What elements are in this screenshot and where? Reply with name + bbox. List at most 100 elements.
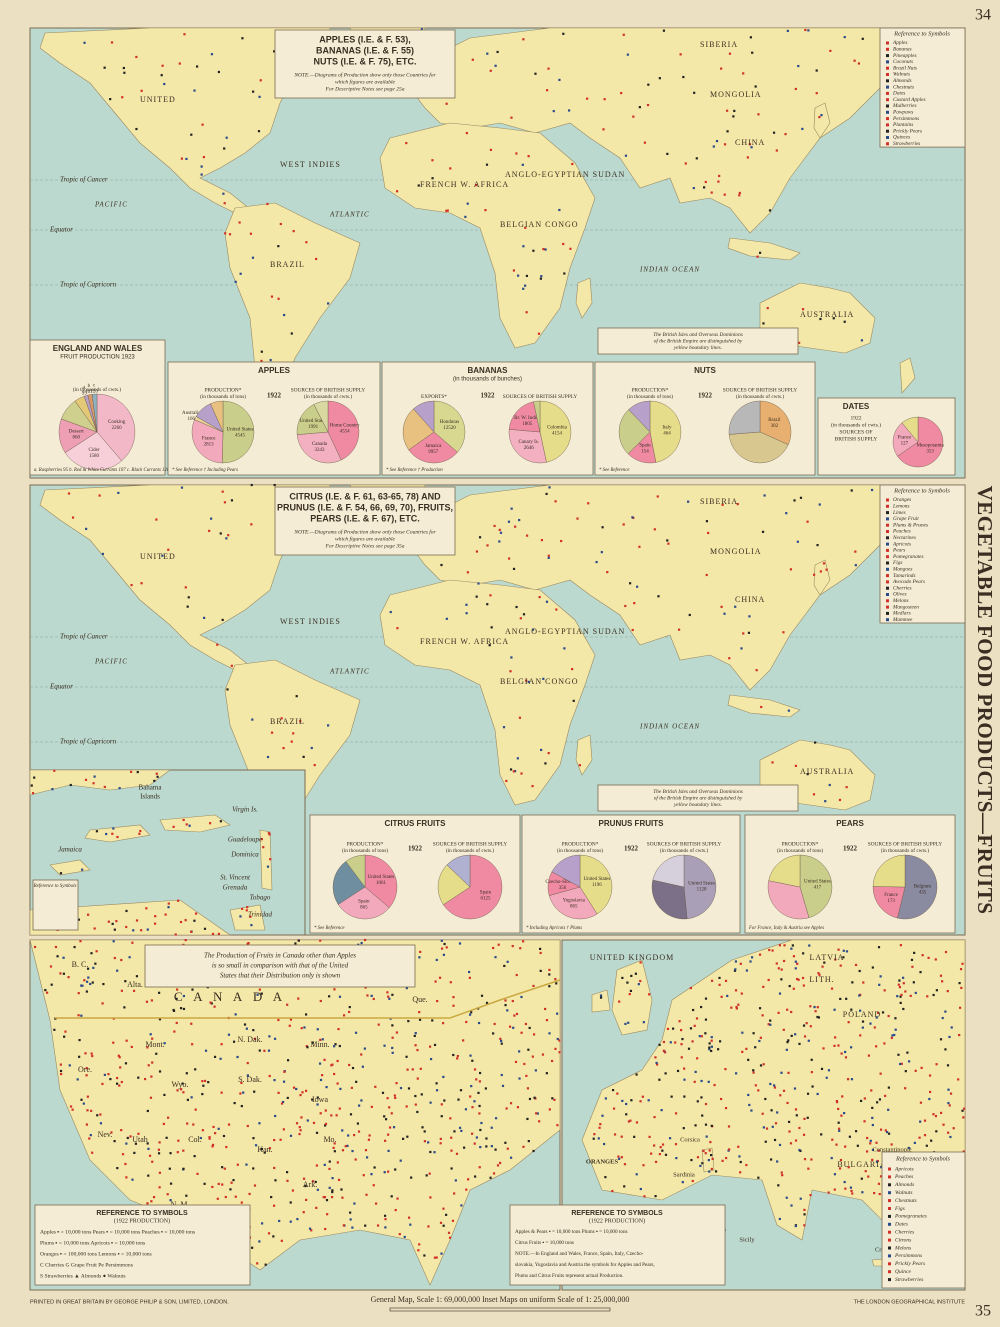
symbol-dot (85, 1074, 88, 1077)
slice-value: 107 (85, 390, 93, 395)
map-note: States that their Distribution only is s… (220, 972, 341, 980)
symbol-dot (879, 1128, 883, 1131)
symbol-dot (405, 141, 408, 145)
symbol-dot (863, 1120, 866, 1123)
symbol-dot (643, 1195, 646, 1198)
symbol-dot (417, 1249, 420, 1252)
symbol-dot (133, 1151, 136, 1154)
reference-item: Citrons (895, 1237, 911, 1243)
symbol-dot (323, 1058, 326, 1061)
symbol-dot (260, 350, 263, 353)
symbol-dot (822, 1047, 825, 1050)
place-label: Grenada (223, 884, 248, 892)
slice-name: Spain (358, 900, 370, 905)
symbol-dot (765, 1127, 769, 1130)
symbol-dot (77, 918, 80, 921)
symbol-dot (225, 1145, 228, 1149)
symbol-dot (919, 971, 922, 974)
symbol-dot (270, 731, 274, 734)
symbol-dot (571, 162, 574, 166)
pie-caption: (in thousands of tons) (777, 847, 823, 854)
symbol-dot (498, 528, 501, 531)
symbol-dot (695, 1017, 699, 1020)
symbol-dot (458, 942, 462, 945)
symbol-dot (211, 1145, 214, 1148)
symbol-dot (540, 275, 543, 278)
symbol-dot (146, 1109, 149, 1113)
symbol-dot (33, 776, 36, 779)
symbol-dot (701, 1114, 704, 1117)
symbol-dot (282, 747, 285, 750)
symbol-dot (418, 1243, 421, 1246)
symbol-dot (819, 570, 822, 573)
symbol-dot (775, 149, 778, 152)
symbol (886, 542, 889, 546)
symbol-dot (202, 1084, 205, 1087)
slice-name: United States (227, 427, 254, 432)
symbol-dot (222, 192, 225, 195)
symbol-dot (627, 1021, 630, 1024)
symbol-dot (803, 1158, 807, 1161)
symbol-dot (600, 551, 603, 554)
symbol-dot (485, 1145, 488, 1148)
symbol-dot (711, 979, 714, 982)
symbol (886, 523, 889, 527)
symbol-dot (180, 157, 184, 160)
symbol-dot (217, 1182, 220, 1186)
side-title: VEGETABLE FOOD PRODUCTS—FRUITS (973, 486, 997, 915)
symbol-dot (316, 1188, 319, 1191)
symbol-dot (503, 964, 506, 968)
symbol-dot (547, 752, 550, 755)
symbol-dot (416, 1048, 419, 1052)
symbol-dot (780, 978, 783, 981)
symbol-dot (787, 709, 790, 712)
symbol-dot (285, 1171, 289, 1174)
legend-line: NOTE.—In England and Wales, France, Spai… (515, 1251, 644, 1257)
symbol-dot (176, 1151, 179, 1154)
symbol-dot (785, 1048, 788, 1051)
symbol-dot (427, 1141, 430, 1144)
symbol-dot (87, 976, 90, 979)
symbol-dot (169, 1199, 172, 1202)
symbol-dot (739, 1160, 742, 1164)
symbol-dot (768, 209, 772, 212)
symbol-dot (172, 1008, 175, 1012)
symbol-dot (406, 1135, 409, 1138)
symbol-dot (597, 1137, 600, 1140)
symbol-dot (626, 981, 629, 984)
symbol-dot (639, 979, 642, 983)
symbol-dot (554, 978, 557, 981)
symbol-dot (759, 1064, 763, 1067)
symbol-dot (433, 1151, 436, 1154)
symbol-dot (363, 938, 367, 942)
symbol-dot (707, 1080, 710, 1083)
symbol-dot (830, 1156, 833, 1160)
symbol-dot (899, 944, 902, 947)
symbol-dot (77, 1014, 80, 1017)
symbol-dot (478, 536, 482, 539)
slice-name: Honduras (440, 420, 459, 425)
symbol-dot (526, 1087, 530, 1090)
symbol-dot (485, 1137, 488, 1140)
place-label: Col. (188, 1135, 202, 1144)
symbol-dot (342, 1014, 346, 1017)
symbol-dot (364, 1149, 368, 1152)
symbol-dot (547, 67, 550, 70)
symbol-dot (803, 1213, 806, 1216)
symbol-dot (182, 1149, 185, 1152)
symbol-dot (277, 1018, 280, 1022)
reference-item: Melons (894, 1245, 911, 1251)
symbol-dot (232, 1179, 235, 1182)
symbol-dot (423, 1140, 426, 1143)
symbol-dot (256, 1262, 259, 1265)
symbol-dot (184, 586, 187, 589)
symbol-dot (240, 1201, 243, 1204)
symbol-dot (658, 1152, 661, 1156)
symbol-dot (178, 62, 181, 65)
symbol-dot (624, 154, 628, 157)
symbol-dot (387, 1170, 390, 1173)
symbol-dot (251, 718, 254, 721)
symbol-dot (678, 1020, 681, 1023)
symbol-dot (578, 764, 581, 767)
place-label: Tropic of Cancer (60, 176, 108, 184)
